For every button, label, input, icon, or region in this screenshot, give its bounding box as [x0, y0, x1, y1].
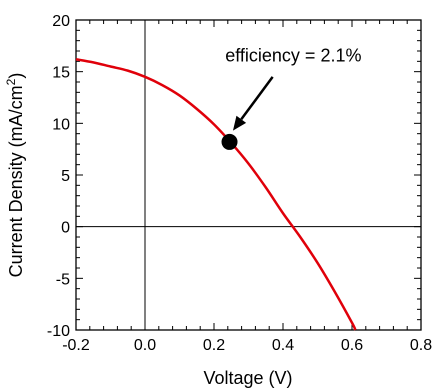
x-tick-label: 0.4 — [272, 337, 294, 354]
annotation-arrow — [240, 76, 274, 121]
y-tick-label: 5 — [61, 168, 70, 185]
x-tick-label: 0.0 — [134, 337, 156, 354]
y-tick-label: 15 — [52, 65, 70, 82]
x-tick-label: 0.8 — [410, 337, 432, 354]
x-tick-label: 0.6 — [341, 337, 363, 354]
y-axis-title-main: Current Density (mA/cm — [6, 85, 26, 277]
annotation-arrow-head — [232, 115, 247, 131]
plot-frame — [75, 19, 422, 331]
x-tick-label: -0.2 — [62, 337, 90, 354]
y-tick-label: -5 — [56, 271, 70, 288]
y-axis-title-close: ) — [6, 73, 26, 79]
tick-labels: -0.2 0.0 0.2 0.4 0.6 0.8 -10 -5 0 5 10 15 20 — [47, 13, 432, 354]
y-tick-label: 20 — [52, 13, 70, 30]
y-tick-label: 0 — [61, 220, 70, 237]
y-tick-label: -10 — [47, 323, 70, 340]
x-axis-title: Voltage (V) — [203, 368, 292, 388]
y-axis-title: Current Density (mA/cm2) — [4, 73, 26, 278]
y-tick-label: 10 — [52, 116, 70, 133]
ticks — [75, 19, 422, 331]
x-tick-label: 0.2 — [203, 337, 225, 354]
annotation-text: efficiency = 2.1% — [225, 45, 361, 65]
iv-curve — [75, 58, 357, 331]
y-axis-title-sup: 2 — [4, 78, 18, 85]
efficiency-point — [221, 133, 238, 150]
